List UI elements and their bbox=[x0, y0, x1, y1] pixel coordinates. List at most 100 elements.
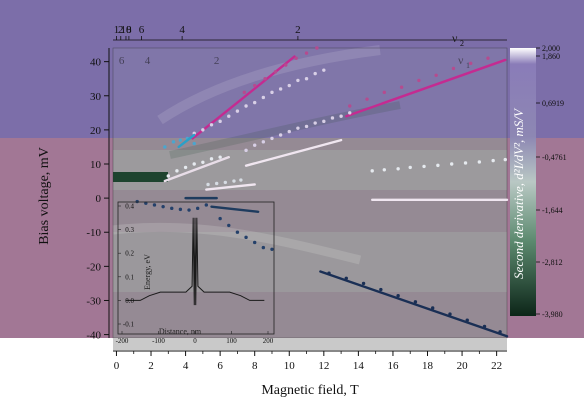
data-point-14-11 bbox=[235, 230, 240, 234]
top-tick-label: 6 bbox=[139, 24, 145, 36]
data-point-3-13 bbox=[304, 77, 309, 81]
data-point-3-25 bbox=[322, 119, 326, 124]
data-point-2-16 bbox=[486, 56, 490, 60]
data-point-16-6 bbox=[430, 306, 435, 310]
data-point-3-5 bbox=[235, 109, 240, 113]
y-tick-label: 40 bbox=[90, 57, 102, 69]
data-point-6-15 bbox=[477, 160, 482, 164]
inset-y-tick-label: 0.4 bbox=[125, 203, 134, 211]
data-point-14-0 bbox=[135, 199, 139, 204]
data-point-3-19 bbox=[270, 136, 274, 141]
data-point-3-14 bbox=[313, 71, 317, 76]
data-point-2-4 bbox=[284, 63, 288, 67]
data-point-11-1 bbox=[214, 181, 219, 186]
x-tick-label: 14 bbox=[353, 360, 365, 372]
data-point-4-1 bbox=[171, 140, 176, 144]
data-point-3-15 bbox=[322, 68, 326, 72]
data-point-16-3 bbox=[379, 287, 383, 292]
data-point-3-2 bbox=[209, 123, 214, 127]
inset-ylabel: Energy, eV bbox=[143, 254, 152, 290]
plot-area bbox=[112, 45, 508, 350]
data-point-4-0 bbox=[163, 145, 167, 149]
data-point-6-10 bbox=[408, 165, 412, 170]
colorbar-gradient bbox=[510, 48, 536, 316]
x-tick-label: 16 bbox=[387, 360, 399, 372]
data-point-3-27 bbox=[339, 114, 343, 118]
data-point-14-15 bbox=[270, 247, 274, 251]
data-point-14-2 bbox=[152, 203, 157, 207]
data-point-6-8 bbox=[382, 168, 387, 172]
data-point-3-1 bbox=[201, 128, 205, 132]
x-axis: 0 2 4 6 8 10 12 14 16 18 20 22 bbox=[113, 350, 507, 372]
heatmap-texture-1 bbox=[113, 150, 507, 190]
heatmap-streak-upper bbox=[157, 45, 381, 125]
inset-x-tick-label: 200 bbox=[263, 337, 274, 345]
data-point-14-13 bbox=[253, 240, 257, 245]
colorbar-tick-label: -3,980 bbox=[542, 310, 563, 319]
data-point-2-15 bbox=[469, 61, 473, 66]
inset-curve bbox=[125, 217, 265, 306]
heatmap-dark-streak bbox=[113, 172, 168, 182]
y-tick-label: 20 bbox=[90, 125, 102, 137]
series-line-15 bbox=[319, 270, 509, 338]
data-point-2-14 bbox=[451, 66, 456, 71]
data-point-3-28 bbox=[348, 111, 352, 115]
y-tick-label: -40 bbox=[86, 330, 101, 342]
inset-x-tick-label: -200 bbox=[116, 337, 129, 345]
data-point-3-21 bbox=[287, 129, 291, 134]
data-point-16-4 bbox=[396, 293, 400, 298]
series-layer bbox=[135, 46, 509, 338]
x-tick-label: 18 bbox=[422, 360, 434, 372]
data-point-3-23 bbox=[304, 124, 309, 129]
heatmap-texture-2 bbox=[113, 232, 507, 292]
data-point-3-24 bbox=[313, 121, 317, 125]
data-point-2-7 bbox=[315, 46, 319, 50]
data-point-3-11 bbox=[287, 83, 291, 88]
colorbar-label: Second derivative, d²I/dV², mS/V bbox=[511, 107, 526, 279]
data-point-6-7 bbox=[370, 169, 374, 173]
data-point-16-8 bbox=[465, 318, 469, 322]
colorbar-tick-label: 1,860 bbox=[542, 52, 560, 61]
bottom-grey-strip bbox=[113, 338, 507, 350]
inset-xlabel: Distance, nm bbox=[159, 327, 202, 336]
data-point-2-3 bbox=[273, 70, 278, 74]
inset-y-tick-label: 0.2 bbox=[125, 250, 134, 258]
top-tick-label: 2 bbox=[118, 24, 124, 36]
data-point-2-10 bbox=[382, 90, 387, 95]
inset-x-tick-label: -100 bbox=[152, 337, 165, 345]
y-tick-label: -20 bbox=[86, 261, 101, 273]
data-point-6-9 bbox=[396, 167, 400, 171]
top-tick-label: 8 bbox=[126, 24, 132, 36]
data-point-3-26 bbox=[330, 116, 335, 120]
series-line-7 bbox=[163, 155, 230, 183]
data-point-6-2 bbox=[183, 165, 188, 170]
data-point-3-18 bbox=[261, 140, 266, 144]
data-point-14-14 bbox=[261, 245, 266, 250]
data-point-14-5 bbox=[178, 207, 183, 212]
inset-y-tick-label: 0.3 bbox=[125, 226, 134, 234]
inset-y-tick-label: -0.1 bbox=[123, 321, 135, 329]
data-point-3-20 bbox=[278, 133, 283, 137]
y-tick-label: 30 bbox=[90, 91, 102, 103]
inset-y-tick-label: 0.0 bbox=[125, 297, 134, 305]
data-point-6-13 bbox=[450, 162, 454, 166]
data-point-6-5 bbox=[209, 157, 214, 161]
data-point-2-2 bbox=[263, 77, 267, 81]
data-point-6-0 bbox=[166, 174, 170, 178]
data-point-16-9 bbox=[482, 324, 487, 329]
data-point-3-7 bbox=[253, 100, 257, 105]
inset: -200 -100 0 100 200 -0.1 0.0 0.1 0.2 0.3 0.4 Dista… bbox=[116, 201, 275, 345]
colorbar-tick-label: -2,812 bbox=[542, 258, 563, 267]
y-tick-label: 10 bbox=[90, 159, 102, 171]
inset-x-tick-label: 0 bbox=[193, 337, 197, 345]
data-point-2-0 bbox=[242, 90, 247, 95]
data-point-11-4 bbox=[239, 178, 243, 182]
data-point-4-4 bbox=[192, 141, 196, 146]
data-point-11-2 bbox=[223, 180, 228, 185]
data-point-6-1 bbox=[175, 169, 179, 173]
x-axis-label: Magnetic field, T bbox=[261, 383, 359, 398]
data-point-14-4 bbox=[170, 206, 174, 211]
